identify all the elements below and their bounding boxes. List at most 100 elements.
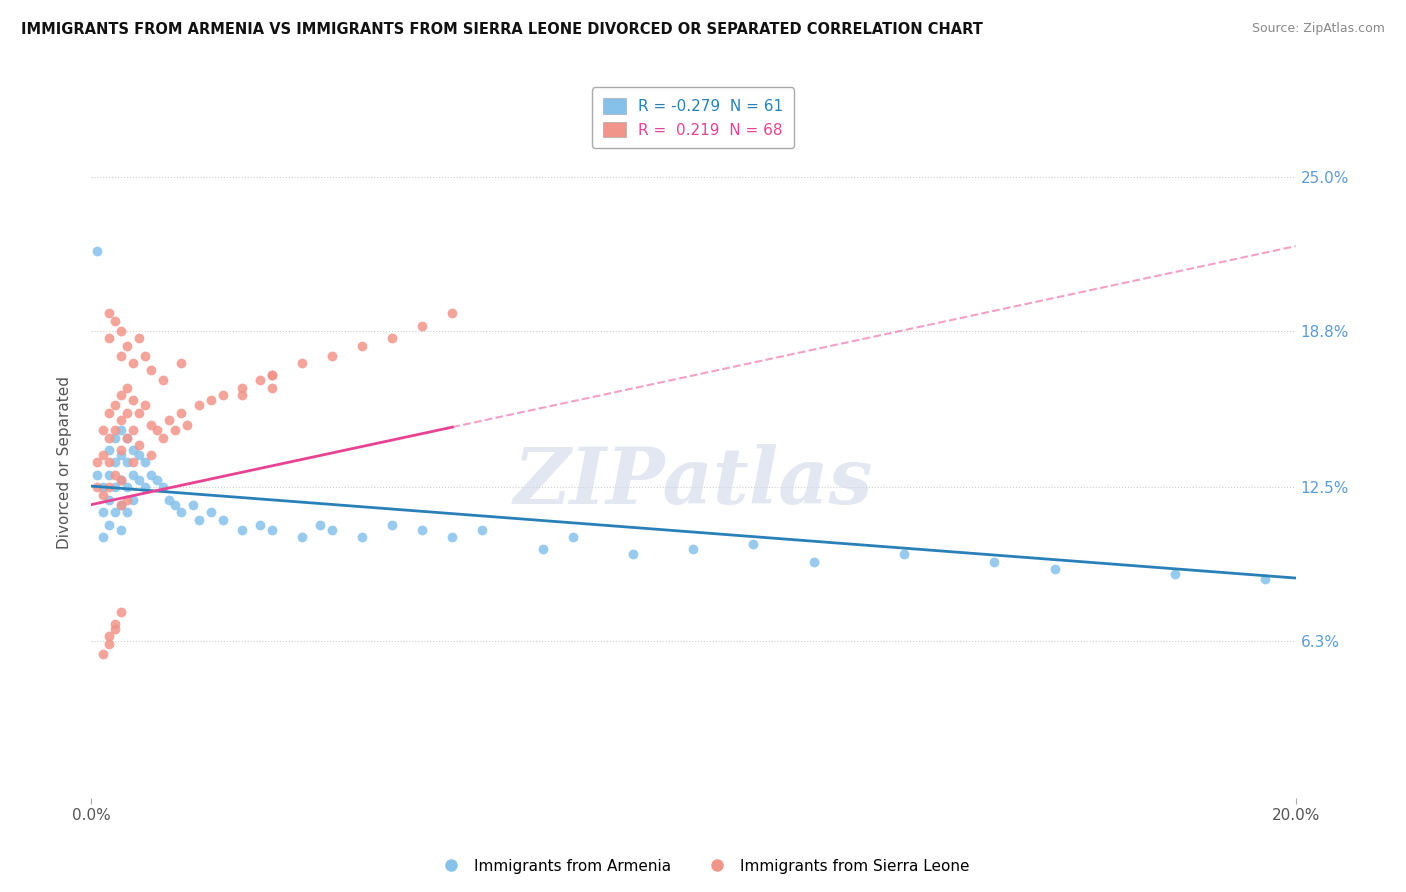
Point <box>122 442 145 457</box>
Point <box>104 431 127 445</box>
Point <box>291 356 314 370</box>
Point <box>98 637 121 651</box>
Point <box>176 418 198 433</box>
Point <box>134 349 156 363</box>
Point <box>104 480 127 494</box>
Point <box>350 530 373 544</box>
Point <box>115 431 138 445</box>
Point <box>152 431 174 445</box>
Point <box>98 406 121 420</box>
Point <box>115 505 138 519</box>
Point <box>411 523 433 537</box>
Point <box>115 381 138 395</box>
Point <box>122 393 145 408</box>
Point <box>441 530 464 544</box>
Point <box>249 517 271 532</box>
Point <box>98 331 121 345</box>
Point <box>115 406 138 420</box>
Point <box>682 542 704 557</box>
Point <box>134 455 156 469</box>
Point <box>231 388 253 402</box>
Point <box>321 349 343 363</box>
Point <box>98 480 121 494</box>
Point <box>104 467 127 482</box>
Point <box>86 480 108 494</box>
Point <box>742 537 765 551</box>
Point <box>128 438 150 452</box>
Point <box>122 467 145 482</box>
Point <box>110 473 132 487</box>
Point <box>621 548 644 562</box>
Point <box>115 492 138 507</box>
Point <box>128 406 150 420</box>
Point <box>98 306 121 320</box>
Point <box>110 423 132 437</box>
Point <box>110 498 132 512</box>
Point <box>381 517 404 532</box>
Point <box>350 338 373 352</box>
Point <box>141 363 163 377</box>
Point <box>165 423 187 437</box>
Point <box>104 455 127 469</box>
Y-axis label: Divorced or Separated: Divorced or Separated <box>58 376 72 549</box>
Point <box>91 488 114 502</box>
Text: ZIPatlas: ZIPatlas <box>513 444 873 521</box>
Point <box>98 442 121 457</box>
Point <box>115 480 138 494</box>
Point <box>128 448 150 462</box>
Point <box>170 505 193 519</box>
Point <box>110 523 132 537</box>
Point <box>91 480 114 494</box>
Point <box>86 244 108 259</box>
Point <box>260 381 283 395</box>
Point <box>1254 572 1277 586</box>
Point <box>110 498 132 512</box>
Point <box>146 473 169 487</box>
Point <box>104 505 127 519</box>
Point <box>561 530 583 544</box>
Text: IMMIGRANTS FROM ARMENIA VS IMMIGRANTS FROM SIERRA LEONE DIVORCED OR SEPARATED CO: IMMIGRANTS FROM ARMENIA VS IMMIGRANTS FR… <box>21 22 983 37</box>
Point <box>249 373 271 387</box>
Point <box>134 398 156 412</box>
Point <box>128 473 150 487</box>
Point <box>260 368 283 383</box>
Point <box>128 331 150 345</box>
Point <box>893 548 915 562</box>
Point <box>104 423 127 437</box>
Point <box>152 373 174 387</box>
Point <box>1164 567 1187 582</box>
Point <box>91 448 114 462</box>
Point <box>104 617 127 632</box>
Point <box>170 406 193 420</box>
Point <box>411 318 433 333</box>
Point <box>531 542 554 557</box>
Point <box>441 306 464 320</box>
Point <box>170 356 193 370</box>
Point <box>260 523 283 537</box>
Point <box>183 498 205 512</box>
Point <box>98 630 121 644</box>
Point <box>308 517 330 532</box>
Point <box>122 356 145 370</box>
Point <box>200 393 222 408</box>
Point <box>104 314 127 328</box>
Point <box>122 455 145 469</box>
Point <box>110 388 132 402</box>
Point <box>91 423 114 437</box>
Point <box>115 431 138 445</box>
Point <box>110 448 132 462</box>
Point <box>188 398 211 412</box>
Point <box>122 492 145 507</box>
Point <box>188 513 211 527</box>
Point <box>98 517 121 532</box>
Point <box>98 467 121 482</box>
Point <box>91 505 114 519</box>
Point <box>231 381 253 395</box>
Point <box>1043 562 1066 576</box>
Point <box>381 331 404 345</box>
Point <box>86 467 108 482</box>
Point <box>86 455 108 469</box>
Point <box>165 498 187 512</box>
Point <box>141 448 163 462</box>
Point <box>321 523 343 537</box>
